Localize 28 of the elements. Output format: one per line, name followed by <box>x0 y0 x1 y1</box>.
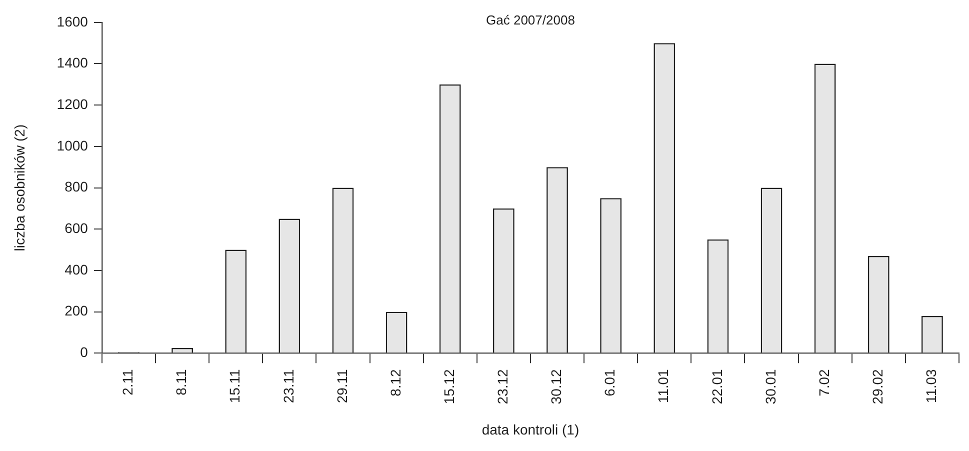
x-tick-label: 7.02 <box>816 368 832 396</box>
y-tick-label: 200 <box>64 302 88 319</box>
y-tick-label: 1000 <box>56 137 88 154</box>
x-tick-label: 22.01 <box>708 368 725 404</box>
x-tick-label: 29.02 <box>870 368 886 404</box>
x-tick-label: 6.01 <box>602 368 618 396</box>
x-tick-label: 15.12 <box>440 368 457 404</box>
x-tick-label: 30.12 <box>548 368 564 404</box>
x-tick-label: 30.01 <box>762 368 778 404</box>
x-tick-label: 23.12 <box>494 368 511 404</box>
y-tick-label: 600 <box>64 220 88 236</box>
x-tick-label: 29.11 <box>334 368 350 404</box>
x-tick-label: 11.03 <box>923 368 940 404</box>
y-tick-label: 400 <box>64 261 88 278</box>
x-tick-label: 8.11 <box>173 368 190 396</box>
y-tick-label: 800 <box>64 178 88 195</box>
x-tick-label: 2.11 <box>120 368 136 396</box>
y-tick-label: 1600 <box>56 13 88 30</box>
x-tick-label: 8.12 <box>387 368 404 396</box>
chart-title: Gać 2007/2008 <box>486 12 575 28</box>
x-tick-label: 15.11 <box>226 368 243 404</box>
y-tick-label: 1400 <box>56 54 88 71</box>
y-tick-label: 1200 <box>56 96 88 112</box>
x-tick-label: 11.01 <box>655 368 672 404</box>
x-axis-title: data kontroli (1) <box>482 421 580 438</box>
x-tick-label: 23.11 <box>280 368 296 404</box>
y-axis-title: liczba osobników (2) <box>11 124 28 252</box>
y-tick-label: 0 <box>80 344 88 360</box>
